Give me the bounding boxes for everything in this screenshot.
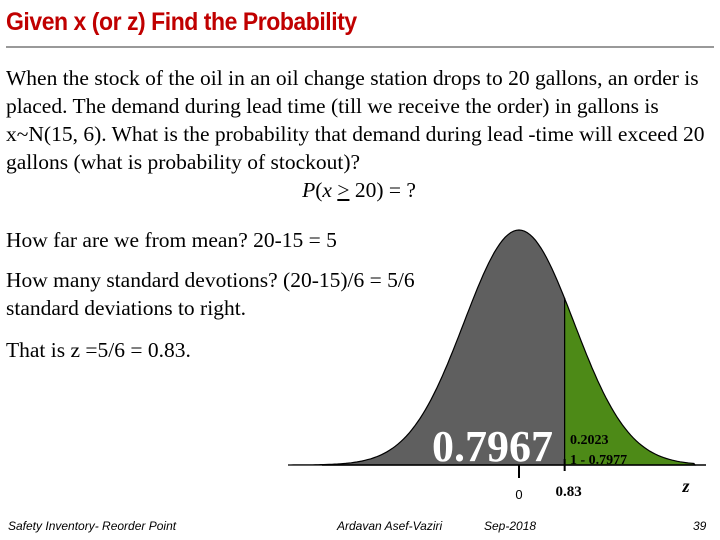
right-area-label-1: 0.2023 xyxy=(570,433,609,448)
right-area-label-2: 1 - 0.7977 xyxy=(570,453,627,468)
problem-statement: When the stock of the oil in an oil chan… xyxy=(6,64,712,204)
axis-label-z: z xyxy=(681,476,689,496)
tick-label-0: 0 xyxy=(515,487,522,502)
right-area-fill xyxy=(563,297,697,466)
footer-date: Sep-2018 xyxy=(484,519,537,533)
slide-title: Given x (or z) Find the Probability xyxy=(6,8,357,36)
z-value-statement: That is z =5/6 = 0.83. xyxy=(6,338,191,362)
left-area-fill xyxy=(288,229,566,466)
problem-text: When the stock of the oil in an oil chan… xyxy=(6,66,705,174)
left-area-label: 0.7967 xyxy=(432,422,553,471)
footer-author: Ardavan Asef-Vaziri xyxy=(337,519,443,533)
footer-topic: Safety Inventory- Reorder Point xyxy=(8,519,177,533)
title-divider xyxy=(6,46,714,48)
question-mean-distance: How far are we from mean? 20-15 = 5 xyxy=(6,228,337,252)
footer-page-number: 39 xyxy=(693,519,707,533)
probability-formula: P(x > 20) = ? xyxy=(302,178,416,202)
tick-label-z: 0.83 xyxy=(556,484,582,500)
question-std-devs: How many standard devotions? (20-15)/6 =… xyxy=(6,268,415,320)
